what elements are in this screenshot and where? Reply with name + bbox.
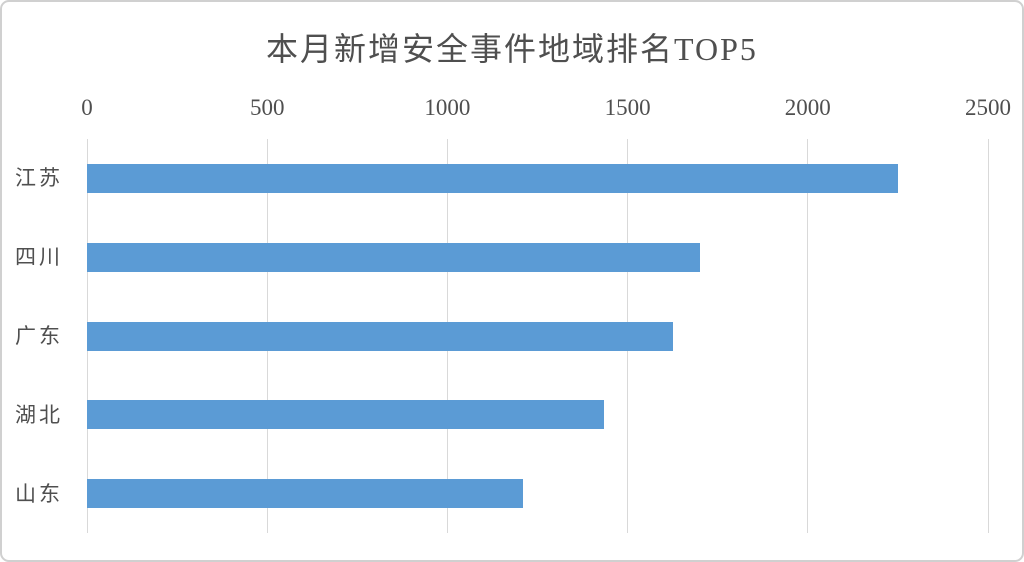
gridline bbox=[987, 139, 989, 533]
x-axis-tick-label: 1000 bbox=[424, 95, 471, 120]
category-label: 广东 bbox=[15, 324, 63, 348]
bar bbox=[87, 479, 524, 509]
x-axis-tick-label: 2000 bbox=[784, 95, 831, 120]
x-axis-tick-label: 0 bbox=[81, 95, 93, 120]
bar bbox=[87, 163, 898, 193]
bar bbox=[87, 242, 700, 272]
bar bbox=[87, 321, 673, 351]
x-axis-tick-label: 500 bbox=[249, 95, 285, 120]
category-label: 山东 bbox=[15, 481, 63, 506]
category-label: 湖北 bbox=[15, 402, 63, 427]
category-label: 四川 bbox=[15, 245, 63, 270]
category-label: 江苏 bbox=[15, 166, 63, 191]
bar bbox=[87, 400, 605, 430]
chart-title: 本月新增安全事件地域排名TOP5 bbox=[266, 31, 758, 67]
gridline bbox=[807, 139, 809, 533]
x-axis-tick-label: 1500 bbox=[604, 95, 651, 120]
x-axis-tick-label: 2500 bbox=[965, 95, 1011, 120]
